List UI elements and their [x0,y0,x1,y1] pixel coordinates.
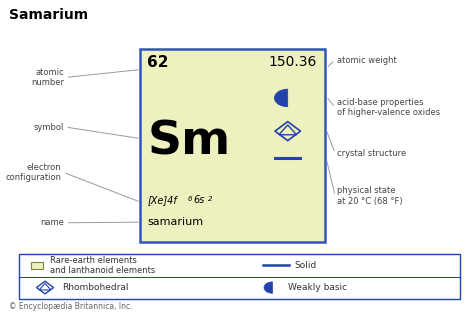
Text: 150.36: 150.36 [269,55,317,69]
Text: Rare-earth elements
and lanthanoid elements: Rare-earth elements and lanthanoid eleme… [50,256,155,275]
FancyBboxPatch shape [19,254,460,299]
Text: 6s: 6s [193,195,205,205]
Text: 62: 62 [147,55,169,70]
Text: Rhombohedral: Rhombohedral [62,283,128,292]
Text: atomic weight: atomic weight [337,56,396,64]
Text: crystal structure: crystal structure [337,149,406,158]
Wedge shape [264,282,273,293]
Text: [Xe]4f: [Xe]4f [147,195,177,205]
FancyBboxPatch shape [140,49,325,242]
Text: Solid: Solid [294,261,316,270]
Text: 6: 6 [188,196,192,202]
Text: Weakly basic: Weakly basic [288,283,347,292]
Text: electron
configuration: electron configuration [6,162,62,182]
Text: samarium: samarium [147,216,203,227]
Text: name: name [40,218,64,227]
Wedge shape [274,89,288,107]
Text: physical state
at 20 °C (68 °F): physical state at 20 °C (68 °F) [337,186,402,206]
Text: atomic
number: atomic number [31,68,64,87]
Text: © Encyclopædia Britannica, Inc.: © Encyclopædia Britannica, Inc. [9,302,133,311]
Text: acid-base properties
of higher-valence oxides: acid-base properties of higher-valence o… [337,98,440,117]
Text: Sm: Sm [147,119,231,164]
Text: Samarium: Samarium [9,8,89,22]
Text: 2: 2 [208,196,212,202]
Text: symbol: symbol [34,123,64,131]
FancyBboxPatch shape [31,262,43,269]
